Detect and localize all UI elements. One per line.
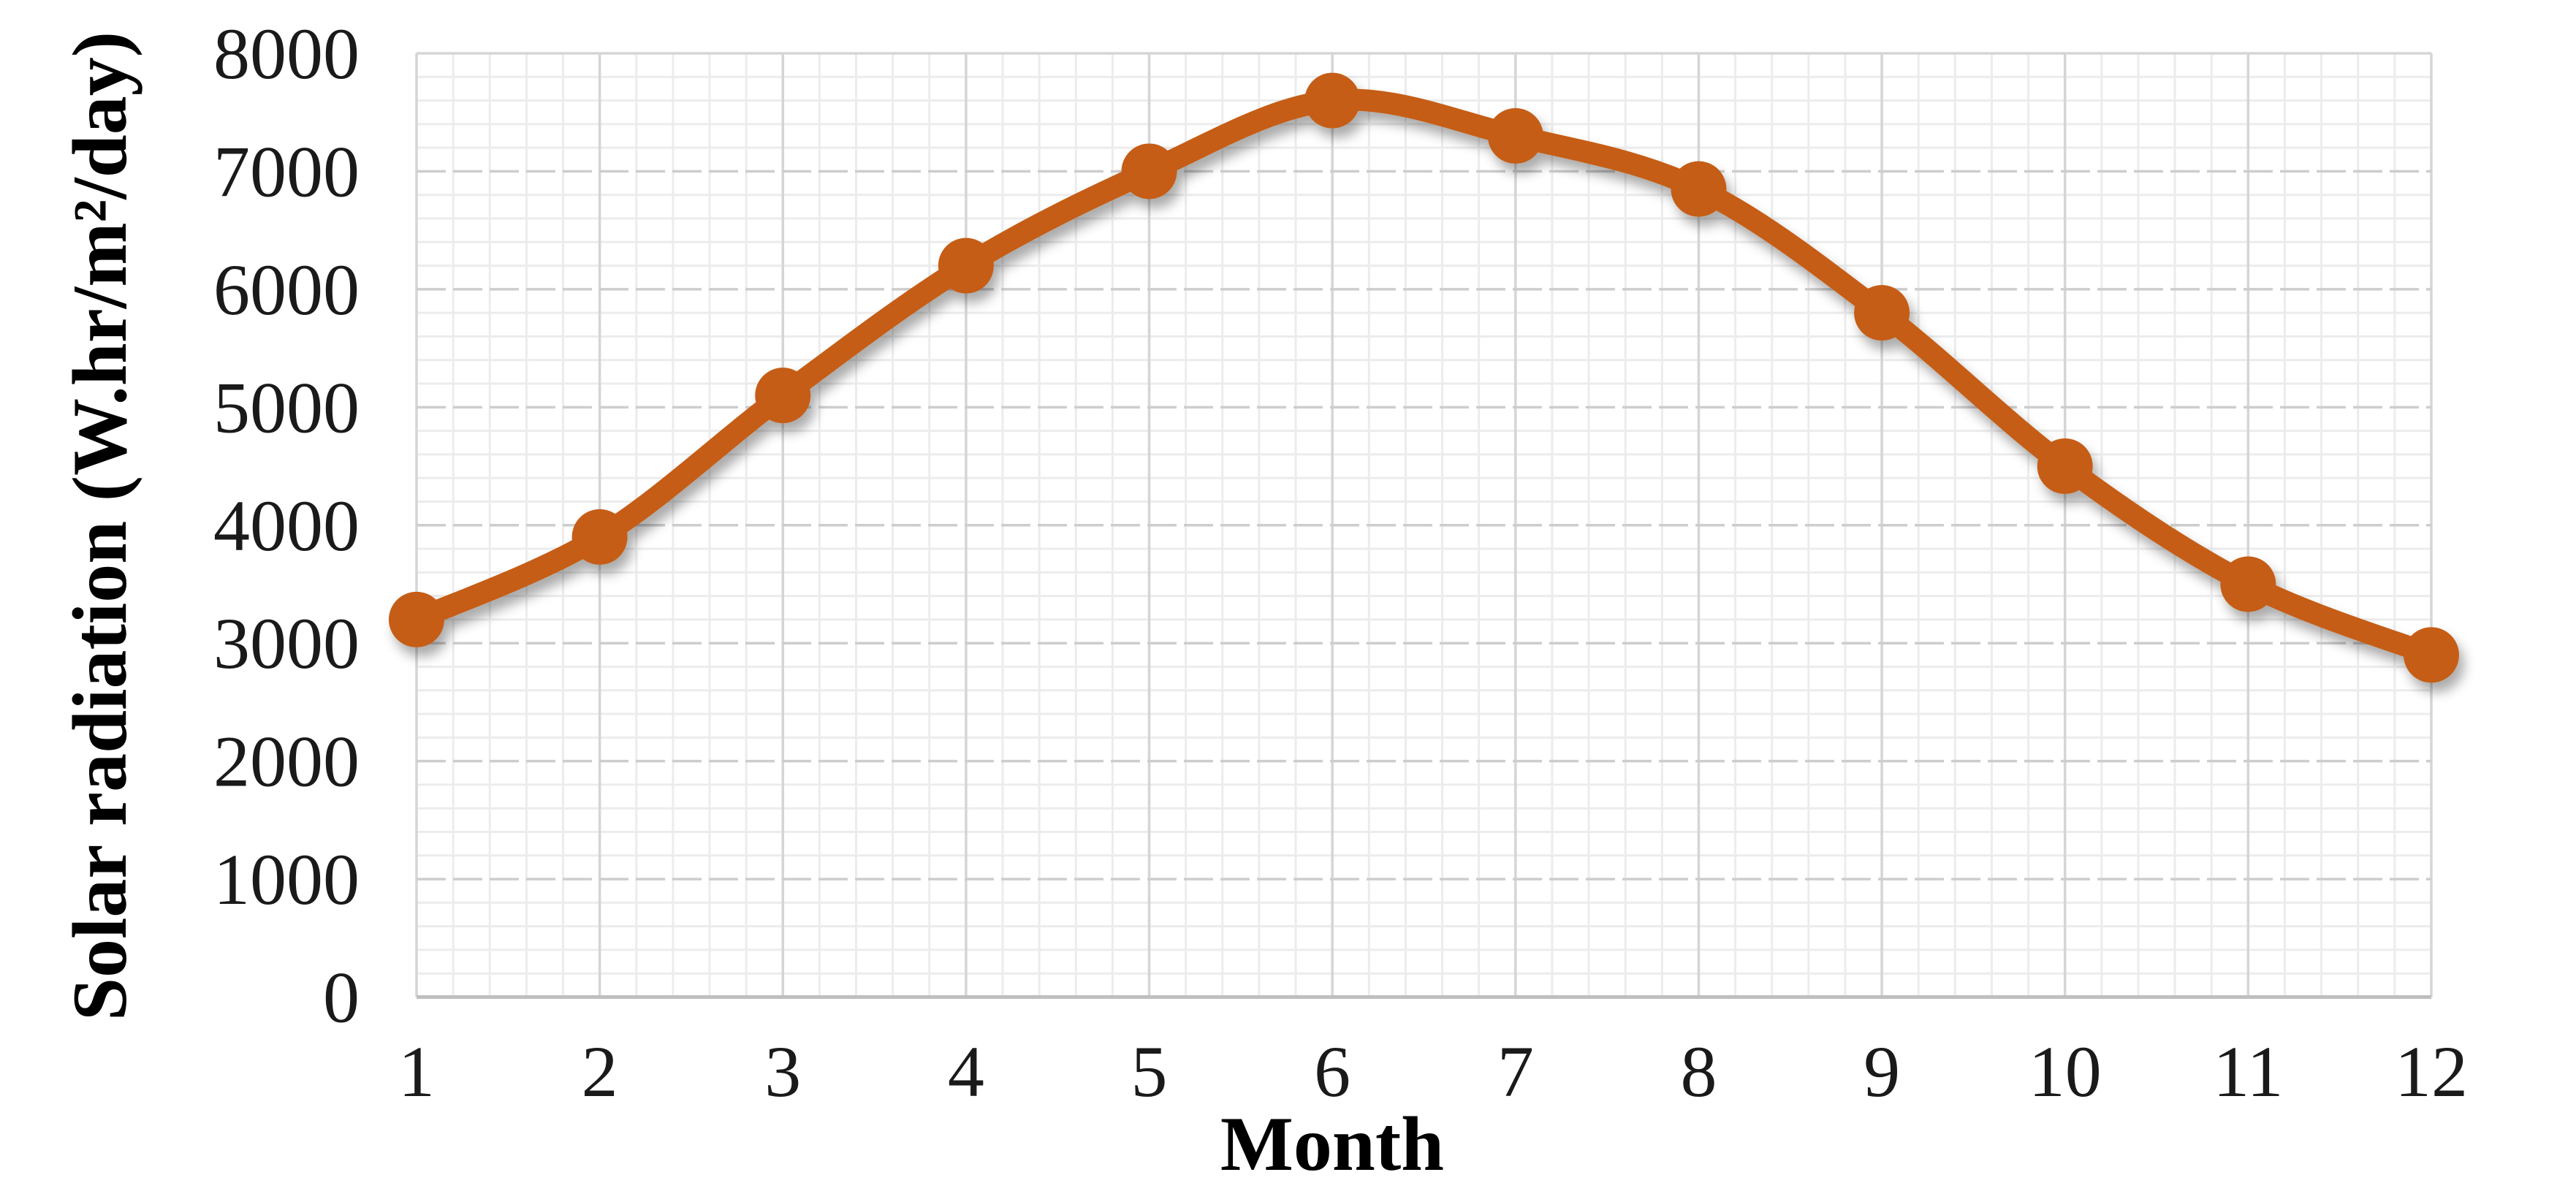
x-tick-label: 9 bbox=[1863, 1031, 1900, 1112]
x-tick-label: 2 bbox=[582, 1031, 618, 1112]
y-tick-label: 6000 bbox=[213, 249, 360, 330]
data-point-marker bbox=[571, 509, 628, 565]
x-tick-label: 6 bbox=[1314, 1031, 1350, 1112]
x-tick-label: 8 bbox=[1680, 1031, 1717, 1112]
y-tick-label: 8000 bbox=[213, 13, 360, 94]
y-tick-label: 4000 bbox=[213, 485, 360, 566]
data-point-marker bbox=[1487, 108, 1543, 164]
data-point-marker bbox=[1121, 143, 1177, 199]
y-tick-label: 3000 bbox=[213, 603, 360, 684]
x-tick-label: 5 bbox=[1131, 1031, 1168, 1112]
data-point-marker bbox=[2037, 438, 2093, 495]
y-tick-label: 0 bbox=[323, 957, 360, 1038]
data-point-marker bbox=[2404, 627, 2459, 683]
y-tick-label: 2000 bbox=[213, 721, 360, 802]
x-tick-label: 7 bbox=[1497, 1031, 1534, 1112]
data-point-marker bbox=[1854, 285, 1910, 341]
y-axis-title: Solar radiation (W.hr/m²/day) bbox=[57, 31, 143, 1021]
x-tick-label: 10 bbox=[2029, 1031, 2102, 1112]
x-tick-label: 12 bbox=[2395, 1031, 2468, 1112]
y-tick-label: 7000 bbox=[213, 131, 360, 212]
data-point-marker bbox=[2220, 556, 2276, 612]
x-tick-label: 4 bbox=[948, 1031, 984, 1112]
data-point-marker bbox=[938, 237, 994, 294]
x-axis-tick-labels: 1 2 3 4 5 6 7 8 9 10 11 12 bbox=[398, 1031, 2468, 1112]
y-axis-tick-labels: 0 1000 2000 3000 4000 5000 6000 7000 8000 bbox=[213, 13, 360, 1038]
series-solar-radiation bbox=[389, 72, 2459, 683]
y-tick-label: 1000 bbox=[213, 839, 360, 920]
data-point-marker bbox=[755, 368, 811, 424]
x-tick-label: 3 bbox=[764, 1031, 801, 1112]
data-point-marker bbox=[389, 591, 444, 647]
x-tick-label: 1 bbox=[398, 1031, 435, 1112]
x-axis-title: Month bbox=[1220, 1101, 1444, 1187]
data-point-marker bbox=[1304, 72, 1361, 129]
major-gridlines bbox=[415, 52, 2433, 997]
x-tick-label: 11 bbox=[2213, 1031, 2283, 1112]
y-tick-label: 5000 bbox=[213, 367, 360, 448]
data-point-marker bbox=[1671, 161, 1727, 217]
